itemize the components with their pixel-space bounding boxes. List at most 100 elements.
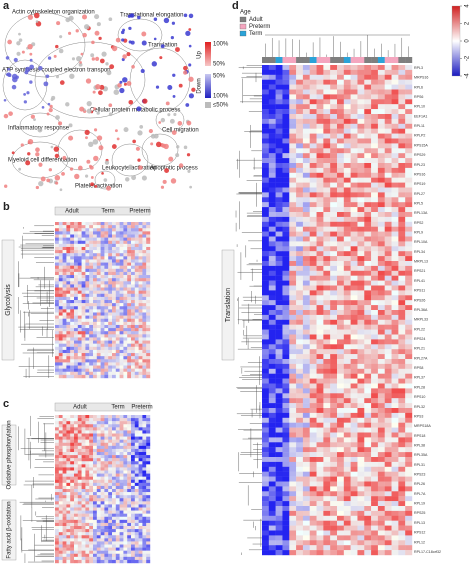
heatmap-cell xyxy=(127,222,132,226)
network-node xyxy=(155,141,162,148)
heatmap-cell xyxy=(74,464,78,468)
heatmap-cell xyxy=(62,559,67,564)
heatmap-cell xyxy=(289,417,297,423)
heatmap-cell xyxy=(275,94,283,100)
heatmap-cell xyxy=(302,270,310,276)
heatmap-cell xyxy=(357,231,365,237)
heatmap-cell xyxy=(62,284,67,288)
heatmap-cell xyxy=(85,303,90,307)
heatmap-cell xyxy=(350,138,358,144)
heatmap-cell xyxy=(146,535,151,539)
heatmap-cell xyxy=(289,94,297,100)
heatmap-cell xyxy=(289,187,297,193)
heatmap-cell xyxy=(138,535,143,539)
heatmap-cell xyxy=(119,522,124,527)
heatmap-cell xyxy=(398,329,406,335)
heatmap-cell xyxy=(77,547,82,551)
heatmap-cell xyxy=(77,448,82,453)
age-annotation xyxy=(296,57,304,63)
heatmap-cell xyxy=(343,324,351,330)
heatmap-cell xyxy=(55,513,59,517)
heatmap-cell xyxy=(115,430,120,434)
heatmap-cell xyxy=(398,515,406,521)
heatmap-cell xyxy=(337,94,345,100)
heatmap-cell xyxy=(81,553,86,558)
heatmap-cell xyxy=(142,359,147,363)
heatmap-cell xyxy=(62,281,67,285)
heatmap-cell xyxy=(66,368,71,372)
heatmap-cell xyxy=(77,315,82,319)
heatmap-cell xyxy=(309,373,317,379)
heatmap-cell xyxy=(371,216,379,222)
heatmap-cell xyxy=(66,340,71,344)
heatmap-cell xyxy=(58,461,63,465)
heatmap-cell xyxy=(70,349,75,354)
heatmap-cell xyxy=(296,143,304,149)
heatmap-cell xyxy=(119,532,124,536)
heatmap-cell xyxy=(104,455,109,459)
network-node xyxy=(177,121,183,126)
heatmap-cell xyxy=(123,290,128,294)
heatmap-cell xyxy=(66,452,71,456)
legend-label: Up xyxy=(197,51,203,59)
heatmap-cell xyxy=(131,550,135,554)
heatmap-cell xyxy=(323,520,331,526)
heatmap-cell xyxy=(115,309,120,313)
heatmap-cell xyxy=(398,314,406,320)
heatmap-cell xyxy=(93,290,97,294)
heatmap-cell xyxy=(350,324,358,330)
network-node xyxy=(53,54,57,58)
heatmap-cell xyxy=(108,529,113,533)
heatmap-cell xyxy=(70,492,75,496)
heatmap-cell xyxy=(364,442,372,448)
heatmap-cell xyxy=(100,535,105,539)
heatmap-cell xyxy=(108,547,113,551)
heatmap-cell xyxy=(316,388,324,394)
heatmap-cell xyxy=(323,256,331,262)
heatmap-cell xyxy=(377,452,385,458)
network-node xyxy=(18,32,21,36)
heatmap-cell xyxy=(134,559,139,564)
heatmap-cell xyxy=(138,541,143,545)
heatmap-cell xyxy=(119,559,124,564)
heatmap-cell xyxy=(282,118,290,124)
heatmap-cell xyxy=(309,256,317,262)
heatmap-cell xyxy=(302,172,310,178)
heatmap-cell xyxy=(108,538,113,542)
heatmap-cell xyxy=(123,237,128,241)
heatmap-cell xyxy=(405,442,413,448)
heatmap-cell xyxy=(371,187,379,193)
heatmap-cell xyxy=(74,550,78,554)
heatmap-cell xyxy=(296,310,304,316)
heatmap-cell xyxy=(296,256,304,262)
heatmap-cell xyxy=(364,408,372,414)
heatmap-cell xyxy=(93,479,97,484)
heatmap-cell xyxy=(58,467,63,471)
heatmap-cell xyxy=(115,467,120,471)
heatmap-cell xyxy=(108,250,113,254)
heatmap-cell xyxy=(112,507,116,511)
heatmap-cell xyxy=(289,202,297,208)
heatmap-cell xyxy=(131,359,135,363)
heatmap-cell xyxy=(330,520,338,526)
heatmap-cell xyxy=(93,501,97,505)
heatmap-cell xyxy=(337,373,345,379)
heatmap-cell xyxy=(296,378,304,384)
heatmap-cell xyxy=(104,504,109,508)
heatmap-cell xyxy=(398,506,406,512)
heatmap-cell xyxy=(337,305,345,311)
heatmap-cell xyxy=(138,337,143,341)
heatmap-cell xyxy=(309,319,317,325)
heatmap-cell xyxy=(127,430,132,434)
heatmap-cell xyxy=(398,251,406,257)
heatmap-cell xyxy=(85,321,90,326)
network-node xyxy=(16,41,21,46)
heatmap-cell xyxy=(58,228,63,232)
heatmap-cell xyxy=(104,243,109,248)
heatmap-cell xyxy=(77,290,82,294)
heatmap-cell xyxy=(66,306,71,310)
heatmap-cell xyxy=(108,476,113,480)
heatmap-cell xyxy=(302,265,310,271)
heatmap-cell xyxy=(268,153,276,159)
heatmap-cell xyxy=(146,489,151,493)
